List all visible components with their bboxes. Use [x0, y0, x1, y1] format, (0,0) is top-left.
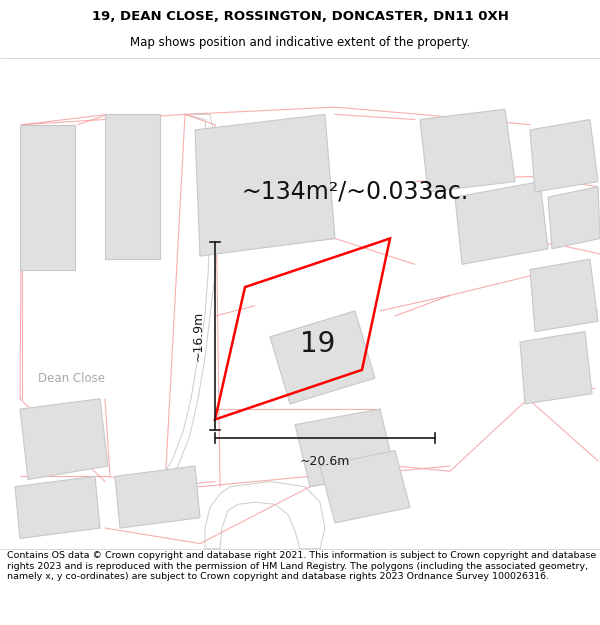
Polygon shape: [105, 114, 160, 259]
Text: Contains OS data © Crown copyright and database right 2021. This information is : Contains OS data © Crown copyright and d…: [7, 551, 596, 581]
Polygon shape: [530, 119, 598, 192]
Polygon shape: [205, 481, 325, 549]
Polygon shape: [15, 476, 100, 538]
Polygon shape: [320, 451, 410, 523]
Polygon shape: [530, 259, 598, 332]
Text: ~134m²/~0.033ac.: ~134m²/~0.033ac.: [241, 180, 469, 204]
Polygon shape: [195, 114, 335, 256]
Text: ~16.9m: ~16.9m: [192, 311, 205, 361]
Polygon shape: [520, 332, 592, 404]
Polygon shape: [20, 399, 108, 479]
Text: Map shows position and indicative extent of the property.: Map shows position and indicative extent…: [130, 36, 470, 49]
Text: 19, DEAN CLOSE, ROSSINGTON, DONCASTER, DN11 0XH: 19, DEAN CLOSE, ROSSINGTON, DONCASTER, D…: [92, 11, 508, 23]
Text: Dean Close: Dean Close: [38, 372, 106, 384]
Polygon shape: [420, 109, 515, 192]
Text: ~20.6m: ~20.6m: [300, 454, 350, 468]
Text: 19: 19: [301, 330, 335, 358]
Polygon shape: [548, 187, 600, 249]
Polygon shape: [115, 466, 200, 528]
Polygon shape: [118, 114, 218, 512]
Polygon shape: [455, 182, 548, 264]
Polygon shape: [295, 409, 395, 487]
Polygon shape: [270, 311, 375, 404]
Polygon shape: [20, 125, 75, 269]
